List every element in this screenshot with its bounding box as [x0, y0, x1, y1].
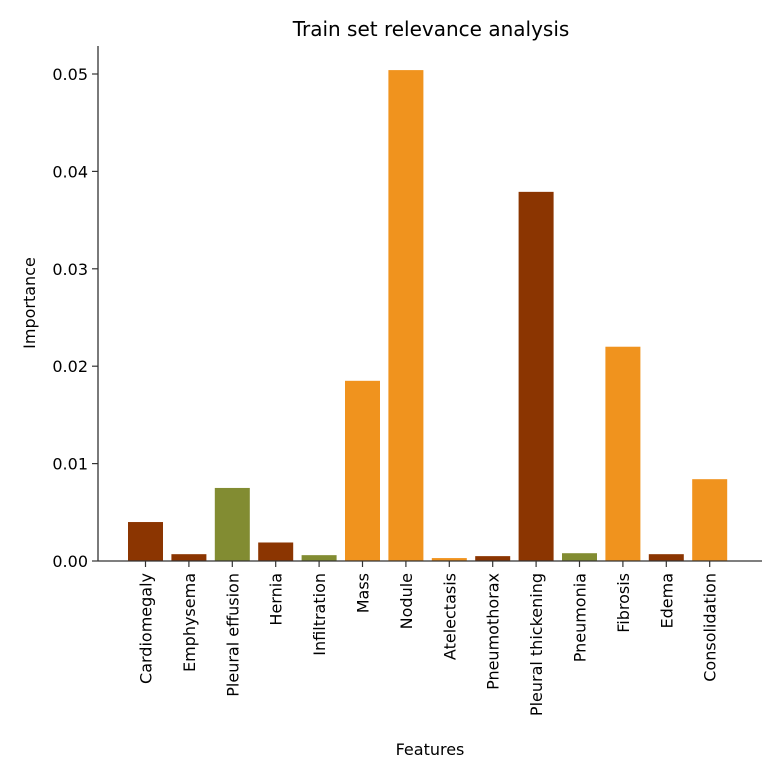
- bar-fibrosis: [605, 346, 641, 561]
- bar-emphysema: [171, 554, 207, 561]
- x-tick-label: Pleural thickening: [527, 573, 546, 716]
- y-tick-label: 0.02: [52, 357, 88, 376]
- bar-pneumothorax: [475, 556, 511, 561]
- bar-edema: [648, 554, 684, 561]
- x-tick-label: Edema: [657, 573, 676, 629]
- bars-group: [128, 70, 728, 561]
- x-tick-label: Consolidation: [701, 573, 720, 682]
- y-tick-label: 0.03: [52, 260, 88, 279]
- chart-title: Train set relevance analysis: [292, 17, 570, 41]
- y-axis-label: Importance: [20, 257, 39, 349]
- x-tick-label: Nodule: [397, 573, 416, 629]
- x-axis-label: Features: [396, 740, 465, 759]
- y-tick-label: 0.01: [52, 455, 88, 474]
- x-tick-label: Cardiomegaly: [137, 573, 156, 684]
- x-tick-label: Atelectasis: [440, 573, 459, 660]
- x-axis: Cardiomegaly Emphysema Pleural effusion Her…: [98, 560, 762, 716]
- y-axis: 0.00 0.01 0.02 0.03 0.04 0.05: [52, 46, 99, 571]
- x-tick-label: Hernia: [267, 573, 286, 626]
- bar-pleural-thickening: [518, 191, 554, 561]
- y-tick-label: 0.00: [52, 552, 88, 571]
- bar-cardiomegaly: [128, 522, 163, 561]
- x-tick-label: Infiltration: [310, 573, 329, 656]
- x-tick-label: Mass: [354, 573, 373, 613]
- x-tick-label: Pleural effusion: [223, 573, 242, 697]
- bar-consolidation: [692, 479, 728, 561]
- y-tick-label: 0.04: [52, 162, 88, 181]
- bar-pneumonia: [562, 553, 597, 561]
- bar-infiltration: [301, 555, 337, 561]
- y-tick-label: 0.05: [52, 65, 88, 84]
- x-tick-label: Pneumothorax: [484, 573, 503, 690]
- x-tick-label: Pneumonia: [571, 573, 590, 662]
- bar-hernia: [258, 542, 294, 561]
- bar-nodule: [388, 70, 424, 561]
- bar-mass: [345, 380, 380, 561]
- bar-pleural-effusion: [214, 487, 250, 561]
- x-tick-label: Fibrosis: [614, 573, 633, 633]
- x-tick-label: Emphysema: [180, 573, 199, 672]
- bar-atelectasis: [431, 558, 467, 561]
